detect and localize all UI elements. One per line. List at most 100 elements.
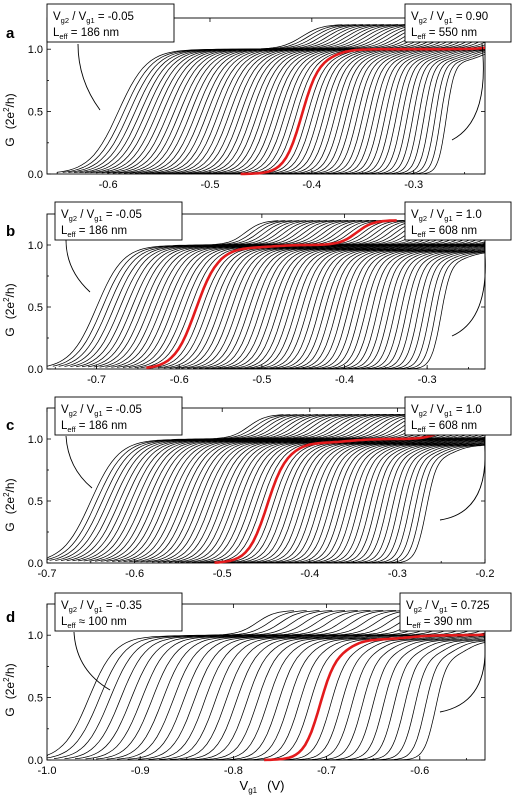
annotation-box-left-b bbox=[54, 201, 183, 241]
arrow-left-d bbox=[73, 631, 111, 691]
conductance-curve bbox=[175, 219, 432, 369]
y-tick-label: 0.5 bbox=[28, 496, 43, 508]
conductance-curve bbox=[216, 219, 481, 369]
annotation-ratio-right-d: Vg2 / Vg1 = 0.725 bbox=[406, 600, 490, 614]
conductance-curve bbox=[229, 44, 486, 175]
x-tick-label: -0.5 bbox=[200, 179, 219, 191]
conductance-curve bbox=[362, 249, 486, 370]
conductance-curve bbox=[222, 219, 486, 369]
conductance-curve bbox=[339, 440, 486, 564]
arrow-right-a bbox=[451, 43, 484, 141]
plot-area-b: -0.7 -0.6 -0.5 -0.4 -0.3 0.0 0.5 1.0 bbox=[28, 213, 486, 386]
conductance-curve bbox=[117, 220, 362, 368]
conductance-curve bbox=[70, 220, 307, 367]
conductance-curve bbox=[373, 444, 486, 564]
annotation-ratio-right-a: Vg2 / Vg1 = 0.90 bbox=[411, 11, 488, 25]
annotation-leff-right-a: Leff = 550 nm bbox=[411, 27, 477, 41]
x-tick-label: -1.0 bbox=[38, 765, 57, 777]
annotation-leff-left-d: Leff ≈ 100 nm bbox=[61, 616, 127, 630]
conductance-curve bbox=[351, 442, 486, 564]
conductance-curve bbox=[338, 245, 486, 370]
conductance-curve bbox=[282, 438, 485, 564]
annotation-left-c: Vg2 / Vg1 = -0.05 Leff = 186 nm bbox=[54, 396, 183, 436]
panel-a: a G(2e2/h) -0.6 -0.5 -0.4 -0.3 0.0 0.5 1.0 Vg2… bbox=[2, 3, 512, 191]
highlight-curve bbox=[240, 46, 486, 176]
annotation-ratio-right-b: Vg2 / Vg1 = 1.0 bbox=[411, 209, 482, 223]
annotation-ratio-right-c: Vg2 / Vg1 = 1.0 bbox=[411, 404, 482, 418]
conductance-curve bbox=[316, 438, 486, 564]
conductance-curve bbox=[46, 414, 284, 561]
annotation-box-right-c bbox=[404, 396, 512, 436]
conductance-curve bbox=[168, 413, 442, 563]
conductance-curve bbox=[53, 610, 320, 759]
conductance-curve bbox=[345, 441, 486, 564]
conductance-curve bbox=[245, 222, 486, 370]
conductance-curve bbox=[379, 642, 486, 761]
plot-area-d: -1.0 -0.9 -0.8 -0.7 -0.6 0.0 0.5 1.0 bbox=[28, 603, 486, 777]
annotation-leff-left-b: Leff = 186 nm bbox=[61, 225, 127, 239]
annotation-box-right-a bbox=[404, 3, 512, 43]
conductance-curve bbox=[46, 610, 307, 759]
conductance-curve bbox=[321, 244, 485, 370]
conductance-curve bbox=[146, 414, 415, 563]
conductance-curve bbox=[251, 225, 486, 370]
x-tick-label: -0.4 bbox=[335, 374, 354, 386]
conductance-curve bbox=[391, 252, 486, 370]
curves bbox=[46, 219, 486, 370]
conductance-curve bbox=[309, 244, 485, 370]
conductance-curve bbox=[295, 634, 485, 761]
conductance-curve bbox=[379, 52, 486, 175]
conductance-curve bbox=[348, 638, 486, 761]
annotation-ratio-left-c: Vg2 / Vg1 = -0.05 bbox=[61, 404, 142, 418]
annotation-leff-right-d: Leff = 390 nm bbox=[406, 616, 472, 630]
conductance-curve bbox=[243, 628, 486, 761]
conductance-curve bbox=[72, 414, 325, 562]
y-tick-label: 1.0 bbox=[28, 44, 43, 56]
conductance-curve bbox=[223, 41, 486, 175]
conductance-curve bbox=[96, 24, 392, 174]
panel-c: c G(2e2/h) -0.7 -0.6 -0.5 -0.4 -0.3 -0.2 0.0 0.… bbox=[2, 396, 512, 580]
y-tick-label: 0.5 bbox=[28, 107, 43, 119]
y-tick-label: 0.0 bbox=[28, 755, 43, 767]
annotation-left-a: Vg2 / Vg1 = -0.05 Leff = 186 nm bbox=[46, 3, 175, 43]
annotation-left-d: Vg2 / Vg1 = -0.35 Leff ≈ 100 nm bbox=[54, 592, 183, 632]
y-tick-label: 0.5 bbox=[28, 302, 43, 314]
annotation-right-a: Vg2 / Vg1 = 0.90 Leff = 550 nm bbox=[404, 3, 512, 43]
conductance-curve bbox=[66, 414, 318, 562]
conductance-curve bbox=[55, 414, 305, 561]
conductance-curve bbox=[174, 413, 449, 563]
conductance-curve bbox=[58, 220, 293, 367]
y-tick-label: 0.5 bbox=[28, 693, 43, 705]
conductance-curve bbox=[299, 438, 485, 564]
conductance-curve bbox=[279, 48, 485, 175]
conductance-curve bbox=[333, 439, 486, 564]
conductance-curve bbox=[265, 436, 486, 564]
plot-frame bbox=[46, 213, 486, 370]
panel-letter-d: d bbox=[6, 609, 15, 626]
conductance-curve bbox=[85, 610, 358, 760]
conductance-curve bbox=[385, 53, 486, 175]
conductance-curve bbox=[49, 414, 298, 561]
x-tick-label: -0.7 bbox=[317, 765, 336, 777]
x-tick-label: -0.3 bbox=[404, 179, 423, 191]
panel-letter-b: b bbox=[6, 223, 15, 240]
conductance-curve bbox=[181, 219, 439, 369]
y-tick-label: 1.0 bbox=[28, 630, 43, 642]
x-tick-label: -0.4 bbox=[302, 179, 321, 191]
x-tick-label: -0.4 bbox=[300, 568, 319, 580]
conductance-curve bbox=[157, 414, 428, 563]
annotation-box-right-b bbox=[404, 201, 512, 241]
annotation-leff-left-a: Leff = 186 nm bbox=[53, 27, 119, 41]
conductance-curve bbox=[187, 219, 446, 369]
conductance-curve bbox=[237, 419, 486, 564]
arrow-right-b bbox=[451, 241, 486, 337]
annotation-box-left-a bbox=[46, 3, 175, 43]
y-tick-label: 0.0 bbox=[28, 364, 43, 376]
annotation-leff-right-c: Leff = 608 nm bbox=[411, 420, 477, 434]
x-tick-label: -0.6 bbox=[410, 765, 429, 777]
conductance-curve bbox=[280, 243, 486, 370]
conductance-curve bbox=[74, 610, 346, 760]
x-tick-label: -0.3 bbox=[418, 374, 437, 386]
x-tick-label: -0.7 bbox=[87, 374, 106, 386]
